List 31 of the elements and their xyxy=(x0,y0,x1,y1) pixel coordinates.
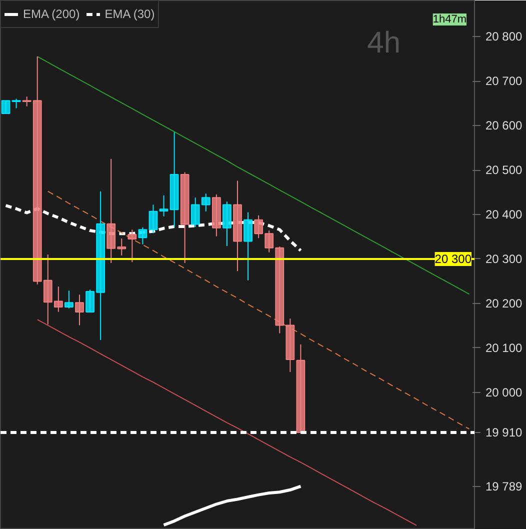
candlestick xyxy=(75,294,84,326)
y-tick-label: 20 200 xyxy=(486,296,523,310)
y-tick-label: 19 789 xyxy=(486,479,523,494)
y-tick-label: 20 500 xyxy=(486,163,523,178)
y-tick-label: 20 700 xyxy=(486,74,523,88)
candlestick xyxy=(64,290,74,309)
y-tick-label: 20 400 xyxy=(486,208,523,222)
line-series xyxy=(36,56,470,295)
candlestick xyxy=(148,204,158,234)
candlestick xyxy=(244,212,252,281)
y-tick-label: 20 000 xyxy=(486,385,523,400)
line-series xyxy=(162,484,302,527)
line-series xyxy=(36,319,418,526)
candlestick xyxy=(12,98,21,109)
y-tick-label: 20 600 xyxy=(486,118,523,133)
y-tick-label: 20 300 xyxy=(486,252,523,266)
ref-line-label: 19 910 xyxy=(486,426,523,440)
candlestick xyxy=(1,100,10,114)
legend-label: EMA (200) xyxy=(23,7,80,21)
annotation: 1h47m xyxy=(432,14,467,26)
line-series xyxy=(47,190,470,430)
legend-label: EMA (30) xyxy=(104,7,155,21)
candlestick xyxy=(222,201,232,247)
text: 4h xyxy=(367,26,401,60)
candlestick xyxy=(159,194,168,217)
y-tick-label: 20 100 xyxy=(486,340,523,355)
candlestick xyxy=(128,229,137,263)
line-series xyxy=(4,204,302,252)
ref-line-label: 20 300 xyxy=(434,252,472,266)
candlestick xyxy=(138,226,148,245)
y-tick-label: 20 800 xyxy=(486,30,523,44)
